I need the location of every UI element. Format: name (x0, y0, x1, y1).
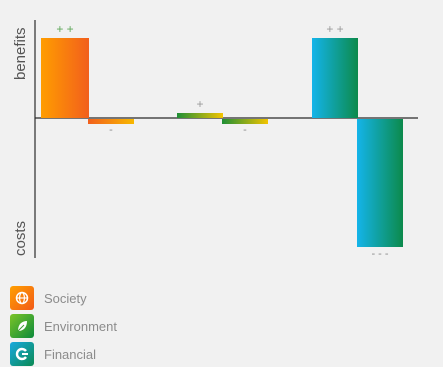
legend-label-environment: Environment (44, 319, 117, 334)
bar-env-cost-2 (222, 119, 268, 124)
legend-item-society: Society (10, 286, 210, 310)
bar-financial-cost (357, 119, 403, 247)
globe-icon (15, 291, 29, 305)
bar-label-financial-cost: - - - (371, 248, 388, 260)
bar-env-benefit (177, 113, 223, 118)
legend-label-financial: Financial (44, 347, 97, 362)
coin-icon (15, 347, 28, 361)
bar-label-env-cost-1: - (109, 124, 113, 136)
legend-swatch-environment (10, 314, 34, 338)
bar-society-benefit (41, 38, 89, 118)
legend-label-society: Society (44, 291, 87, 306)
bar-financial-benefit (312, 38, 358, 118)
bar-label-financial-benefit: + + (326, 22, 343, 36)
legend-item-financial: Financial (10, 342, 210, 366)
bar-label-society-benefit: + + (56, 22, 73, 36)
legend-item-environment: Environment (10, 314, 210, 338)
legend-swatch-society (10, 286, 34, 310)
bar-label-env-cost-2: - (243, 124, 247, 136)
legend-swatch-financial (10, 342, 34, 366)
y-label-benefits: benefits (12, 27, 29, 80)
bar-label-env-benefit: + (196, 97, 203, 111)
y-label-costs: costs (12, 221, 29, 256)
leaf-icon (17, 321, 27, 332)
bar-env-cost-1 (88, 119, 134, 124)
